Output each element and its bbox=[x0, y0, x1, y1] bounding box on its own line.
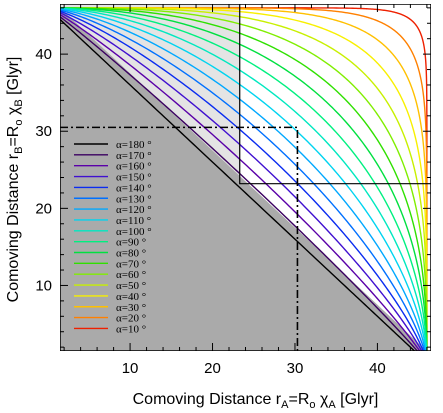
curve-alpha-10 bbox=[60, 7, 428, 351]
legend-label: α=60 ° bbox=[116, 269, 146, 281]
legend-label: α=130 ° bbox=[116, 193, 152, 205]
y-tick-label: 30 bbox=[35, 123, 52, 140]
curve-alpha-70 bbox=[60, 7, 428, 351]
curve-alpha-180 bbox=[60, 18, 416, 351]
curve-alpha-60 bbox=[60, 7, 428, 351]
dash-dot-reference-box bbox=[60, 126, 299, 351]
curve-alpha-160 bbox=[60, 13, 421, 351]
legend-label: α=90 ° bbox=[116, 237, 146, 249]
legend-label: α=140 ° bbox=[116, 182, 152, 194]
x-axis-label: Comoving Distance rA=Ro χA [Glyr] bbox=[133, 391, 379, 411]
legend-label: α=40 ° bbox=[116, 291, 146, 303]
legend: α=180 °α=170 °α=160 °α=150 °α=140 °α=130… bbox=[74, 139, 152, 335]
axis-ticks: 10 20 30 40 10 20 30 40 bbox=[35, 4, 431, 377]
curve-alpha-80 bbox=[60, 7, 428, 351]
curve-alpha-20 bbox=[60, 7, 428, 351]
curve-alpha-120 bbox=[60, 8, 427, 351]
legend-label: α=180 ° bbox=[116, 139, 152, 151]
legend-label: α=50 ° bbox=[116, 280, 146, 292]
curve-alpha-110 bbox=[60, 7, 427, 351]
curve-alpha-100 bbox=[60, 7, 428, 351]
curve-alpha-50 bbox=[60, 7, 428, 351]
x-tick-label: 30 bbox=[287, 360, 304, 377]
legend-label: α=10 ° bbox=[116, 323, 146, 335]
solid-reference-box bbox=[239, 4, 431, 185]
curve-alpha-30 bbox=[60, 7, 428, 351]
legend-label: α=100 ° bbox=[116, 226, 152, 238]
y-tick-label: 20 bbox=[35, 200, 52, 217]
legend-label: α=160 ° bbox=[116, 161, 152, 173]
x-tick-label: 20 bbox=[204, 360, 221, 377]
curve-alpha-150 bbox=[60, 11, 423, 351]
legend-label: α=80 ° bbox=[116, 248, 146, 260]
legend-label: α=170 ° bbox=[116, 150, 152, 162]
y-tick-label: 40 bbox=[35, 46, 52, 63]
curve-alpha-170 bbox=[60, 15, 419, 351]
y-axis-label: Comoving Distance rB=Ro χB [Glyr] bbox=[5, 57, 25, 303]
legend-label: α=150 ° bbox=[116, 172, 152, 184]
reference-lines-layer bbox=[60, 4, 431, 351]
legend-label: α=30 ° bbox=[116, 302, 146, 314]
curve-alpha-40 bbox=[60, 7, 428, 351]
curve-alpha-130 bbox=[60, 9, 426, 351]
y-tick-label: 10 bbox=[35, 277, 52, 294]
curves-layer bbox=[60, 7, 428, 351]
x-tick-label: 40 bbox=[369, 360, 386, 377]
legend-label: α=70 ° bbox=[116, 258, 146, 270]
legend-label: α=20 ° bbox=[116, 313, 146, 325]
legend-label: α=120 ° bbox=[116, 204, 152, 216]
plot-area: α=180 °α=170 °α=160 °α=150 °α=140 °α=130… bbox=[60, 4, 431, 351]
curve-alpha-140 bbox=[60, 10, 425, 351]
curve-alpha-90 bbox=[60, 7, 428, 351]
x-tick-label: 10 bbox=[122, 360, 139, 377]
legend-label: α=110 ° bbox=[116, 215, 151, 227]
